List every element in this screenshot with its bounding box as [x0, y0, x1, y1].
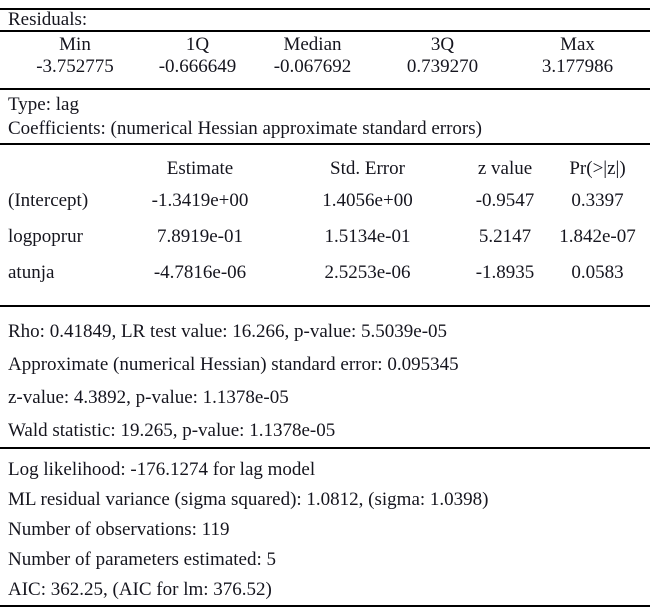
residual-value-3q: 0.739270 — [406, 56, 479, 77]
num-observations-line: Number of observations: 119 — [8, 519, 230, 540]
coef-row-atunja: atunja -4.7816e-06 2.5253e-06 -1.8935 0.… — [0, 255, 650, 291]
coef-pr: 0.0583 — [571, 262, 624, 283]
coef-col-header-std-error: Std. Error — [330, 158, 405, 179]
coef-col-header-z-value: z value — [477, 158, 533, 179]
residuals-header-row: Min 1Q Median 3Q Max — [0, 34, 650, 56]
coefficients-header-row: Estimate Std. Error z value Pr(>|z|) — [0, 155, 650, 183]
rho-lr-test-block: Rho: 0.41849, LR test value: 16.266, p-v… — [0, 307, 650, 447]
wald-statistic-line: Wald statistic: 19.265, p-value: 1.1378e… — [8, 420, 336, 441]
residuals-table: Min 1Q Median 3Q Max -3.752775 -0.666649… — [0, 34, 650, 78]
horizontal-rule — [0, 605, 650, 607]
coef-estimate: -4.7816e-06 — [153, 262, 247, 283]
residual-col-header-min: Min — [59, 34, 91, 55]
coef-col-header-pr: Pr(>|z|) — [569, 158, 626, 179]
coefficients-table: Estimate Std. Error z value Pr(>|z|) (In… — [0, 155, 650, 291]
residual-value-max: 3.177986 — [541, 56, 614, 77]
coef-label: (Intercept) — [8, 190, 89, 211]
horizontal-rule — [0, 305, 650, 307]
coef-row-logpoprur: logpoprur 7.8919e-01 1.5134e-01 5.2147 1… — [0, 219, 650, 255]
residual-value-median: -0.067692 — [273, 56, 352, 77]
residual-col-header-3q: 3Q — [430, 34, 455, 55]
log-likelihood-line: Log likelihood: -176.1274 for lag model — [8, 459, 316, 480]
rho-lr-test-line: Rho: 0.41849, LR test value: 16.266, p-v… — [8, 321, 448, 342]
residual-value-1q: -0.666649 — [158, 56, 237, 77]
ml-residual-variance-line: ML residual variance (sigma squared): 1.… — [8, 489, 489, 510]
coef-z-value: -1.8935 — [475, 262, 535, 283]
coef-col-header-empty — [0, 155, 130, 183]
coef-estimate: -1.3419e+00 — [151, 190, 249, 211]
num-parameters-line: Number of parameters estimated: 5 — [8, 549, 277, 570]
coef-estimate: 7.8919e-01 — [156, 226, 243, 247]
aic-line: AIC: 362.25, (AIC for lm: 376.52) — [8, 579, 272, 600]
approx-std-error-line: Approximate (numerical Hessian) standard… — [8, 354, 459, 375]
model-type-block: Type: lag Coefficients: (numerical Hessi… — [0, 90, 650, 143]
horizontal-rule — [0, 88, 650, 90]
coef-pr: 1.842e-07 — [559, 226, 636, 247]
horizontal-rule — [0, 143, 650, 145]
horizontal-rule — [0, 30, 650, 32]
residual-value-min: -3.752775 — [36, 56, 114, 77]
z-value-line: z-value: 4.3892, p-value: 1.1378e-05 — [8, 387, 289, 408]
coef-z-value: -0.9547 — [475, 190, 535, 211]
residuals-values-row: -3.752775 -0.666649 -0.067692 0.739270 3… — [0, 56, 650, 78]
model-type-line: Type: lag — [8, 94, 79, 115]
coefficients-header-line: Coefficients: (numerical Hessian approxi… — [8, 118, 482, 139]
residuals-summary: Min 1Q Median 3Q Max -3.752775 -0.666649… — [0, 32, 650, 88]
residual-col-header-median: Median — [283, 34, 342, 55]
horizontal-rule — [0, 8, 650, 10]
coef-std-error: 1.4056e+00 — [322, 190, 413, 211]
residual-col-header-max: Max — [560, 34, 595, 55]
residuals-section-title: Residuals: — [8, 9, 88, 30]
coef-z-value: 5.2147 — [478, 226, 532, 247]
model-fit-block: Log likelihood: -176.1274 for lag model … — [0, 449, 650, 605]
coefficients-section: Estimate Std. Error z value Pr(>|z|) (In… — [0, 145, 650, 305]
horizontal-rule — [0, 447, 650, 449]
coef-pr: 0.3397 — [571, 190, 624, 211]
coef-label: logpoprur — [8, 226, 83, 247]
coef-std-error: 2.5253e-06 — [324, 262, 411, 283]
coef-label: atunja — [8, 262, 55, 283]
coef-row-intercept: (Intercept) -1.3419e+00 1.4056e+00 -0.95… — [0, 183, 650, 219]
coef-col-header-estimate: Estimate — [166, 158, 234, 179]
coef-std-error: 1.5134e-01 — [324, 226, 411, 247]
residual-col-header-1q: 1Q — [185, 34, 210, 55]
